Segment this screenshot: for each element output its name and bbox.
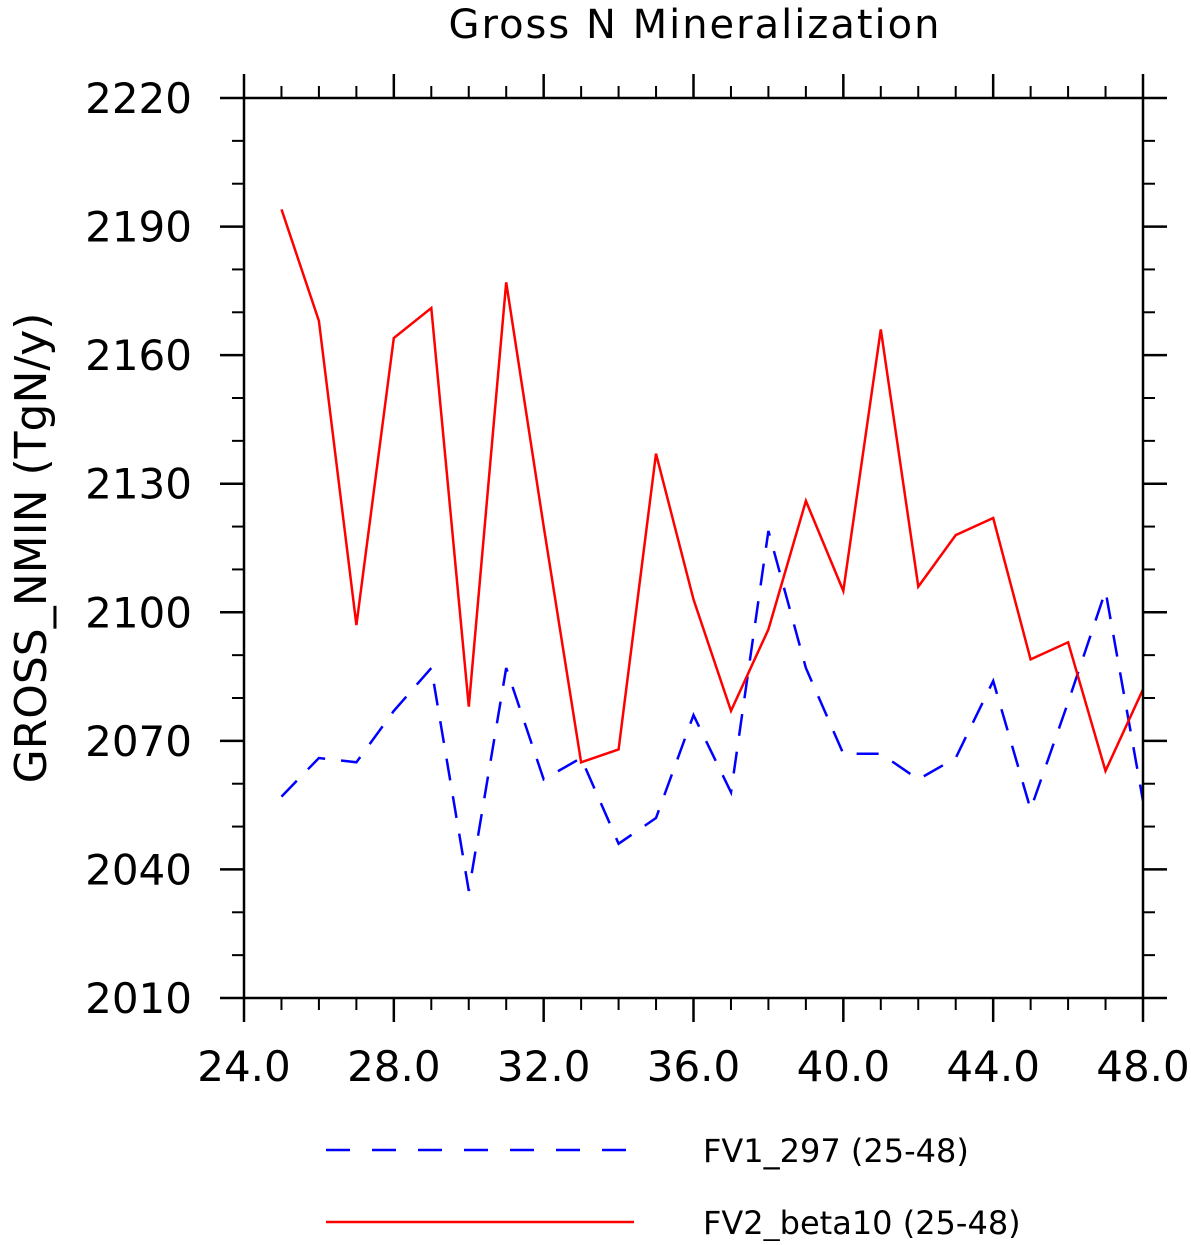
legend-label-2: FV2_beta10 (25-48) [703, 1204, 1021, 1241]
x-tick-label: 40.0 [797, 1042, 891, 1091]
legend-label-1: FV1_297 (25-48) [703, 1132, 969, 1170]
y-tick-label: 2040 [85, 845, 192, 894]
x-tick-label: 36.0 [647, 1042, 741, 1091]
x-tick-label: 32.0 [497, 1042, 591, 1091]
series-line-2 [280, 209, 1145, 775]
y-axis-label: GROSS_NMIN (TgN/y) [6, 313, 57, 784]
y-tick-label: 2160 [85, 331, 192, 380]
x-tick-label: 48.0 [1096, 1042, 1190, 1091]
y-tick-label: 2010 [85, 974, 192, 1023]
plot-frame [242, 96, 1145, 1000]
x-tick-label: 44.0 [946, 1042, 1040, 1091]
plot-area: 2010 2040 2070 2100 2130 2160 2190 2220 24.0 28.0… [85, 74, 1190, 1091]
y-tick-label: 2100 [85, 588, 192, 637]
y-tick-label: 2220 [85, 74, 192, 123]
legend: FV1_297 (25-48) FV2_beta10 (25-48) [326, 1132, 1021, 1242]
y-tick-label: 2130 [85, 460, 192, 509]
x-tick-label: 24.0 [197, 1042, 291, 1091]
chart-title: Gross N Mineralization [449, 2, 942, 48]
series-line-1 [280, 530, 1145, 892]
y-tick-label: 2190 [85, 203, 192, 252]
y-tick-label: 2070 [85, 717, 192, 766]
x-tick-label: 28.0 [347, 1042, 441, 1091]
